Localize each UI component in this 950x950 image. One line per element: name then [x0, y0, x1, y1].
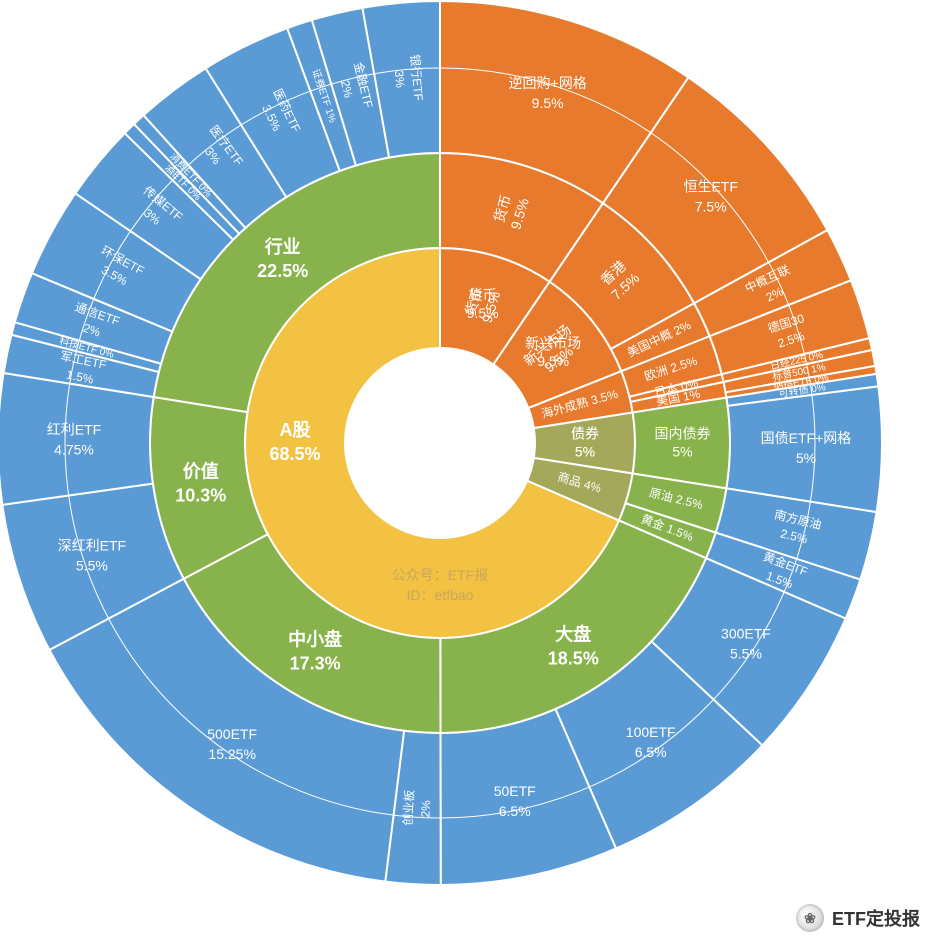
sunburst-chart: A股68.5%货币9.5%新兴市场9.5%债券5%货币9.5%新兴市场9.5%海…: [0, 0, 950, 950]
center-line-1: 公众号：ETF报: [392, 567, 488, 583]
center-line-2: ID：etfbao: [407, 587, 474, 603]
slice-国内债券: [633, 398, 730, 489]
watermark: ❀ ETF定投报: [796, 904, 920, 932]
center-hole: [345, 348, 535, 538]
wechat-icon: ❀: [796, 904, 824, 932]
watermark-text: ETF定投报: [832, 905, 920, 931]
